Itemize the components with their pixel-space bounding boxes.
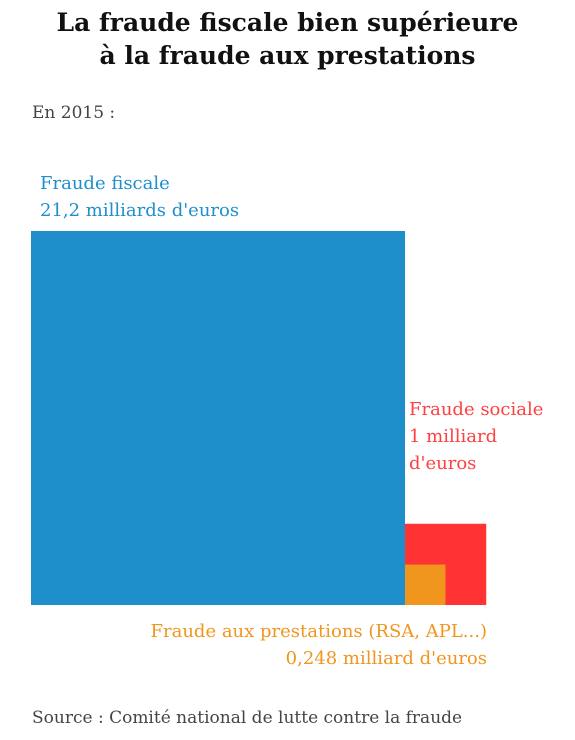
label-fraude-fiscale-name: Fraude fiscale — [40, 173, 170, 194]
square-fraude-fiscale — [31, 231, 405, 605]
label-fraude-sociale-name: Fraude sociale — [409, 399, 544, 420]
chart-title-line-2: à la fraude aux prestations — [99, 41, 476, 70]
label-fraude-prestations: Fraude aux prestations (RSA, APL...) 0,2… — [151, 618, 487, 672]
chart-subtitle: En 2015 : — [32, 103, 116, 123]
source-note: Source : Comité national de lutte contre… — [32, 708, 463, 728]
label-fraude-sociale-value: 1 milliard — [409, 426, 498, 447]
label-fraude-fiscale-value: 21,2 milliards d'euros — [40, 200, 240, 221]
label-fraude-fiscale: Fraude fiscale 21,2 milliards d'euros — [40, 170, 239, 224]
label-fraude-prestations-value: 0,248 milliard d'euros — [285, 648, 487, 669]
chart-title: La fraude fiscale bien supérieure à la f… — [0, 6, 575, 72]
square-fraude-prestations — [405, 564, 446, 605]
label-fraude-sociale-value-unit: d'euros — [409, 453, 477, 474]
label-fraude-sociale: Fraude sociale 1 milliard d'euros — [409, 396, 543, 477]
label-fraude-prestations-name: Fraude aux prestations (RSA, APL...) — [150, 621, 487, 642]
chart-title-line-1: La fraude fiscale bien supérieure — [56, 8, 519, 37]
square-fraude-sociale — [405, 523, 487, 605]
